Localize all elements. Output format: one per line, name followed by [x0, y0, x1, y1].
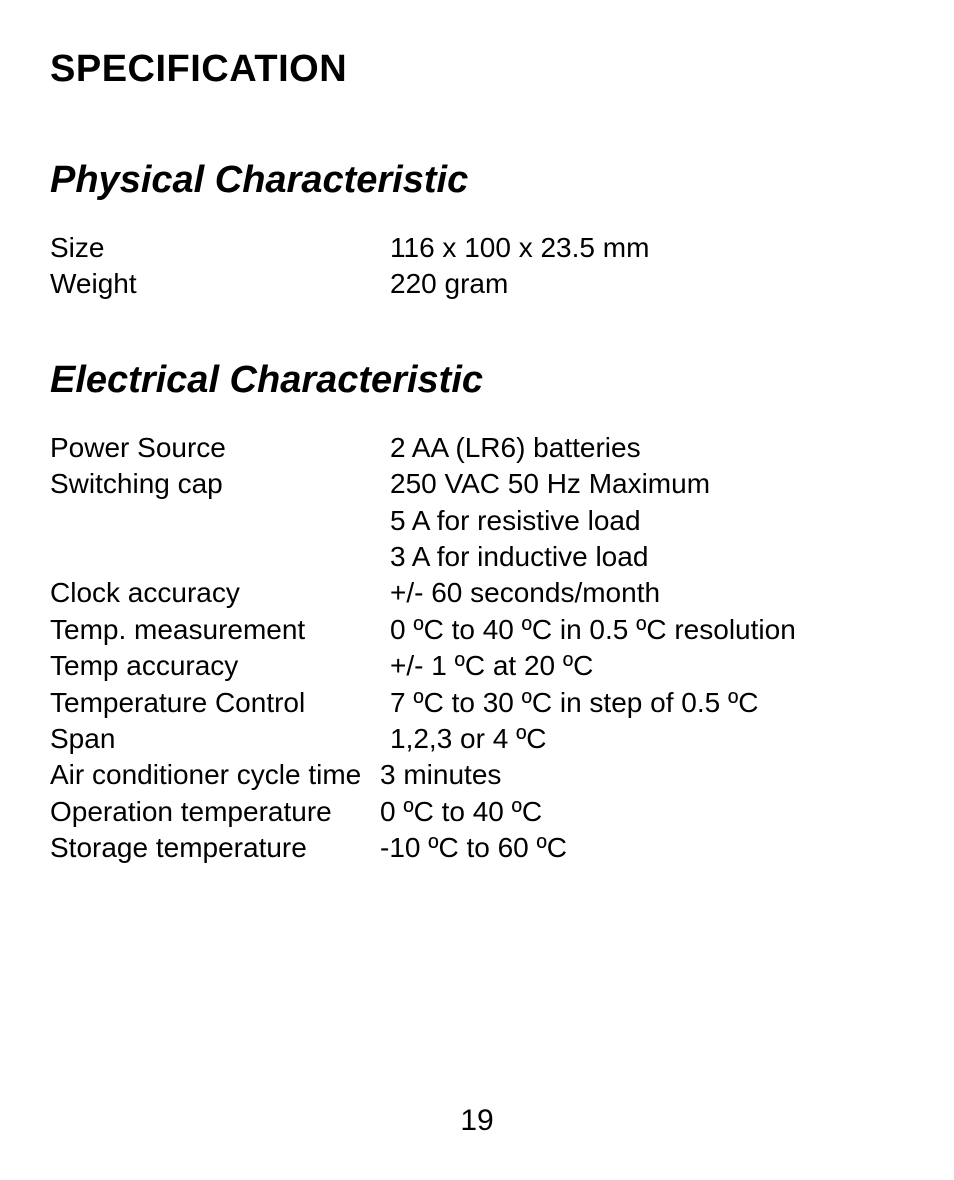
spec-value: +/- 1 ºC at 20 ºC	[390, 648, 904, 684]
spec-label: Temp. measurement	[50, 612, 390, 648]
spec-value: 3 A for inductive load	[390, 539, 904, 575]
spec-value: 116 x 100 x 23.5 mm	[390, 230, 904, 266]
spec-value: 7 ºC to 30 ºC in step of 0.5 ºC	[390, 685, 904, 721]
spec-value: 1,2,3 or 4 ºC	[390, 721, 904, 757]
spec-value: 250 VAC 50 Hz Maximum	[390, 466, 904, 502]
spec-row: Power Source 2 AA (LR6) batteries	[50, 430, 904, 466]
spec-row: Temp. measurement 0 ºC to 40 ºC in 0.5 º…	[50, 612, 904, 648]
spec-row: Air conditioner cycle time 3 minutes	[50, 757, 904, 793]
spec-label: Span	[50, 721, 390, 757]
spec-label: Operation temperature	[50, 794, 390, 830]
spec-label: Temp accuracy	[50, 648, 390, 684]
spec-label	[50, 503, 390, 539]
page-number: 19	[0, 1104, 954, 1138]
spec-value: 220 gram	[390, 266, 904, 302]
spec-value: 5 A for resistive load	[390, 503, 904, 539]
spec-row: Operation temperature 0 ºC to 40 ºC	[50, 794, 904, 830]
spec-label: Air conditioner cycle time	[50, 757, 390, 793]
electrical-section: Electrical Characteristic Power Source 2…	[50, 359, 904, 867]
spec-row: Span 1,2,3 or 4 ºC	[50, 721, 904, 757]
electrical-heading: Electrical Characteristic	[50, 359, 904, 402]
spec-row: Weight 220 gram	[50, 266, 904, 302]
page-title: SPECIFICATION	[50, 48, 904, 91]
spec-row: 3 A for inductive load	[50, 539, 904, 575]
spec-row: Switching cap 250 VAC 50 Hz Maximum	[50, 466, 904, 502]
spec-row: Size 116 x 100 x 23.5 mm	[50, 230, 904, 266]
spec-label: Temperature Control	[50, 685, 390, 721]
spec-value: 0 ºC to 40 ºC	[380, 794, 904, 830]
spec-row: 5 A for resistive load	[50, 503, 904, 539]
spec-row: Temperature Control 7 ºC to 30 ºC in ste…	[50, 685, 904, 721]
spec-value: 2 AA (LR6) batteries	[390, 430, 904, 466]
spec-value: 0 ºC to 40 ºC in 0.5 ºC resolution	[390, 612, 904, 648]
spec-row: Temp accuracy +/- 1 ºC at 20 ºC	[50, 648, 904, 684]
spec-label: Weight	[50, 266, 390, 302]
spec-label: Storage temperature	[50, 830, 390, 866]
spec-value: 3 minutes	[380, 757, 904, 793]
spec-label: Clock accuracy	[50, 575, 390, 611]
spec-row: Storage temperature -10 ºC to 60 ºC	[50, 830, 904, 866]
physical-heading: Physical Characteristic	[50, 159, 904, 202]
physical-section: Physical Characteristic Size 116 x 100 x…	[50, 159, 904, 303]
spec-row: Clock accuracy +/- 60 seconds/month	[50, 575, 904, 611]
spec-label: Power Source	[50, 430, 390, 466]
spec-label: Switching cap	[50, 466, 390, 502]
spec-value: +/- 60 seconds/month	[390, 575, 904, 611]
spec-label: Size	[50, 230, 390, 266]
spec-label	[50, 539, 390, 575]
spec-value: -10 ºC to 60 ºC	[380, 830, 904, 866]
